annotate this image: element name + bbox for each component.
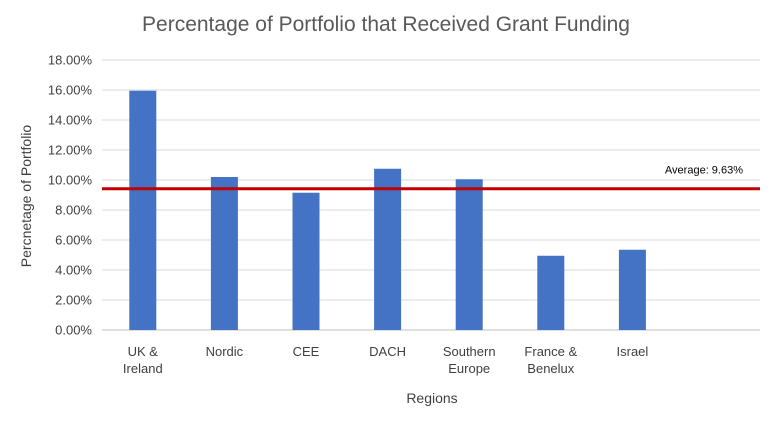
x-tick-label: CEE xyxy=(293,344,320,359)
bar xyxy=(618,249,646,330)
y-tick-label: 8.00% xyxy=(55,203,92,218)
bar xyxy=(537,255,565,330)
average-line-group: Average: 9.63% xyxy=(102,165,760,191)
bar xyxy=(129,90,157,330)
x-tick-label: Southern Europe xyxy=(443,344,496,376)
y-tick-label: 14.00% xyxy=(48,113,93,128)
gridlines xyxy=(102,59,760,331)
y-axis-ticks: 0.00% 2.00% 4.00% 6.00% 8.00% 10.00% 12.00% 14.… xyxy=(48,53,93,338)
x-tick-label: Nordic xyxy=(206,344,244,359)
y-tick-label: 12.00% xyxy=(48,143,93,158)
y-tick-label: 0.00% xyxy=(55,323,92,338)
x-axis-label: Regions xyxy=(406,390,457,406)
x-tick-label: UK & Ireland xyxy=(123,344,163,376)
x-tick-label: France & Benelux xyxy=(524,344,577,376)
chart-title: Percentage of Portfolio that Received Gr… xyxy=(142,13,630,36)
bar xyxy=(292,192,320,330)
x-tick-label: DACH xyxy=(369,344,406,359)
y-tick-label: 6.00% xyxy=(55,233,92,248)
bar xyxy=(210,177,238,330)
y-tick-label: 10.00% xyxy=(48,173,93,188)
x-axis-ticks: UK & Ireland Nordic CEE DACH Southern Europe Fr… xyxy=(123,344,648,376)
average-label: Average: 9.63% xyxy=(665,165,743,177)
bar xyxy=(374,168,402,330)
y-tick-label: 18.00% xyxy=(48,53,93,68)
x-tick-label: Israel xyxy=(617,344,649,359)
y-axis-label: Percnetage of Portfolio xyxy=(18,125,34,268)
bar xyxy=(455,179,483,330)
y-tick-label: 2.00% xyxy=(55,293,92,308)
y-tick-label: 4.00% xyxy=(55,263,92,278)
bars xyxy=(129,90,646,330)
y-tick-label: 16.00% xyxy=(48,83,93,98)
